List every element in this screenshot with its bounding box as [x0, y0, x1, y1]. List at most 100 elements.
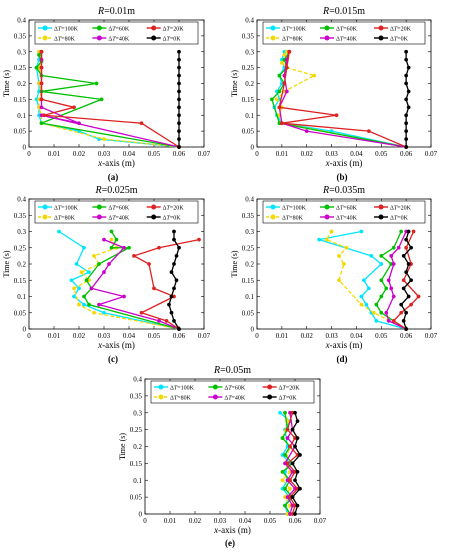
x-axis-label: x-axis (m) [325, 158, 363, 168]
data-point [109, 245, 114, 250]
legend-entry: ΔT=40K [320, 214, 358, 222]
legend-label-delta: Δ [390, 216, 394, 222]
data-point [283, 453, 287, 457]
y-tick-label: 0.1 [17, 112, 26, 120]
legend-marker [270, 25, 276, 31]
x-tick-label: 0.04 [350, 332, 363, 340]
chart-panel-3: R=0.025m 0 0.01 0.02 0.03 0.04 0.05 0.06 0.07 0 0.… [2, 185, 211, 364]
data-point [157, 318, 161, 323]
data-point [82, 302, 86, 307]
legend-label: ΔT=20K [279, 386, 301, 392]
legend-label: ΔT=60K [108, 27, 130, 33]
series-T20K [391, 229, 421, 331]
legend-entry: ΔT=20K [374, 204, 412, 212]
data-point [283, 410, 287, 415]
y-tick-label: 0.35 [130, 392, 143, 400]
x-axis-label-var: x [325, 158, 330, 168]
legend-label-value: =100K [61, 27, 78, 33]
data-point [406, 229, 411, 234]
panel-label: (a) [108, 172, 119, 182]
data-point [89, 286, 94, 291]
legend-marker [267, 394, 273, 400]
data-point [97, 262, 101, 266]
x-tick-label: 0.04 [239, 517, 252, 525]
y-axis-label: Time (s) [2, 250, 11, 277]
legend-marker [96, 25, 102, 31]
chart-title: R=0.05m [213, 365, 251, 376]
y-tick-label: 0.35 [242, 212, 255, 220]
legend-entry: ΔT=100K [266, 25, 307, 33]
data-point [174, 278, 179, 283]
legend-label-value: =40K [116, 216, 130, 222]
x-tick-label: 0.07 [198, 332, 211, 340]
y-tick-label: 0 [139, 511, 143, 519]
legend-label-delta: Δ [390, 206, 394, 212]
data-point [304, 129, 309, 134]
data-point [177, 57, 181, 62]
data-point [399, 229, 404, 234]
data-point [94, 81, 99, 86]
x-tick-label: 0.03 [214, 517, 227, 525]
chart-title-val: =0.015m [329, 6, 365, 17]
legend-label-value: =20K [170, 206, 184, 212]
data-point [167, 302, 171, 307]
series-line [375, 231, 407, 330]
data-point [379, 253, 384, 258]
legend-label: ΔT=20K [163, 27, 185, 33]
legend-marker [42, 35, 48, 41]
data-point [298, 486, 302, 491]
data-point [99, 97, 104, 102]
y-tick-label: 0.35 [14, 212, 27, 220]
data-point [278, 410, 282, 415]
legend-label-var: T [228, 386, 232, 392]
data-point [369, 253, 374, 258]
data-point [406, 89, 411, 94]
x-axis-label: x-axis (m) [97, 340, 135, 350]
data-point [404, 49, 409, 54]
series-T0K [290, 410, 302, 516]
series-line [73, 239, 180, 330]
x-tick-label: 0.03 [98, 150, 111, 158]
chart-title-val: =0.05m [220, 365, 251, 376]
x-tick-label: 0.06 [173, 150, 186, 158]
data-point [409, 245, 414, 250]
legend-entry: ΔT=60K [320, 204, 358, 212]
data-point [169, 294, 174, 299]
legend-label-delta: Δ [170, 396, 174, 402]
y-tick-label: 0.05 [242, 309, 255, 317]
legend-label: ΔT=20K [163, 206, 185, 212]
data-point [396, 245, 401, 250]
data-point [280, 436, 285, 440]
data-point [277, 105, 282, 110]
legend-label-var: T [58, 216, 62, 222]
x-axis-label-rest: -axis (m) [218, 525, 251, 535]
x-tick-label: 0.05 [148, 150, 161, 158]
chart-title: R=0.035m [322, 185, 365, 196]
y-tick-label: 0.2 [133, 443, 142, 451]
legend-entry: ΔT=60K [208, 384, 246, 392]
y-tick-label: 0.4 [17, 17, 26, 25]
legend-label-value: =100K [61, 206, 78, 212]
data-point [177, 65, 181, 70]
data-point [107, 262, 111, 266]
data-point [406, 105, 411, 110]
data-point [399, 302, 404, 307]
y-tick-label: 0.35 [242, 32, 255, 40]
legend-label-var: T [228, 396, 232, 402]
x-tick-label: 0.02 [189, 517, 202, 525]
legend-label-var: T [286, 27, 290, 33]
legend-label-value: =80K [61, 216, 75, 222]
legend-marker [151, 35, 157, 41]
x-tick-label: 0.06 [173, 332, 186, 340]
data-point [404, 237, 409, 242]
legend-marker [267, 384, 273, 390]
legend-label: ΔT=40K [336, 37, 358, 43]
legend-label-var: T [340, 27, 344, 33]
data-point [127, 245, 131, 250]
x-tick-label: 0.07 [425, 332, 438, 340]
legend-marker [378, 35, 384, 41]
data-point [342, 262, 346, 266]
